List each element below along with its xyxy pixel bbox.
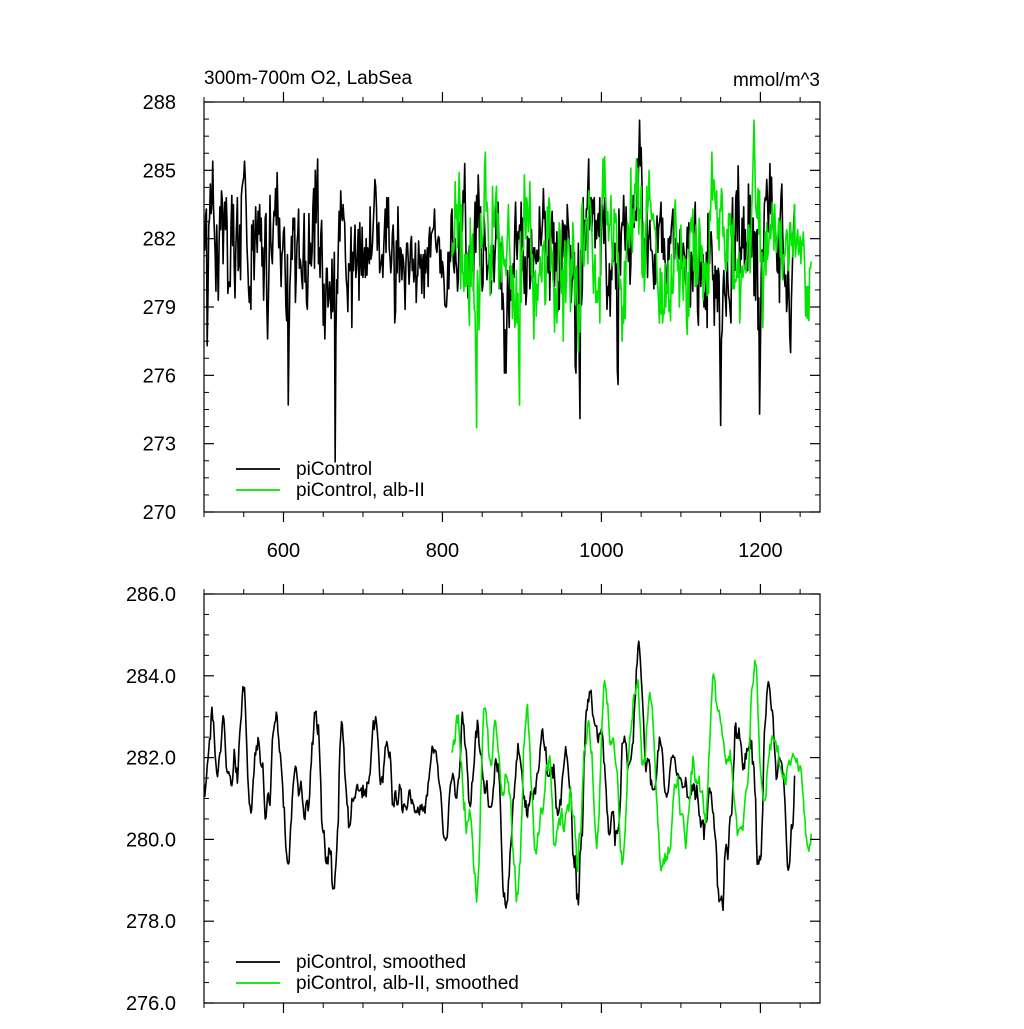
units-label: mmol/m^3 — [733, 70, 820, 91]
x-tick-label: 1000 — [579, 540, 624, 562]
y-tick-label: 282.0 — [126, 748, 176, 770]
y-tick-label: 284.0 — [126, 666, 176, 688]
y-tick-label: 276.0 — [126, 993, 176, 1015]
legend-label: piControl, smoothed — [296, 952, 466, 973]
y-tick-label: 279 — [143, 297, 176, 319]
y-tick-label: 270 — [143, 502, 176, 524]
series-line-0-0 — [204, 119, 796, 463]
x-tick-label: 800 — [426, 540, 459, 562]
legend-label: piControl, alb-II — [296, 480, 425, 501]
chart-title: 300m-700m O2, LabSea — [204, 68, 413, 89]
y-tick-label: 278.0 — [126, 911, 176, 933]
x-tick-label: 600 — [267, 540, 300, 562]
y-tick-label: 285 — [143, 160, 176, 182]
series-line-1-0 — [204, 640, 796, 912]
panel-bottom: 276.0 278.0 280.0 282.0 284.0 286.0 piControl,… — [126, 584, 821, 1015]
y-tick-label: 286.0 — [126, 584, 176, 606]
plot-frame — [203, 593, 821, 1004]
series-line-1-1 — [451, 659, 813, 903]
y-tick-label: 282 — [143, 229, 176, 251]
y-tick-label: 280.0 — [126, 829, 176, 851]
y-tick-label: 273 — [143, 434, 176, 456]
y-tick-label: 276 — [143, 365, 176, 387]
panel-top: 300m-700m O2, LabSea mmol/m^3 270 273 276 2… — [143, 68, 821, 562]
series-line-0-1 — [451, 119, 813, 429]
x-tick-label: 1200 — [738, 540, 783, 562]
legend-label: piControl — [296, 459, 372, 480]
legend-label: piControl, alb-II, smoothed — [296, 973, 519, 994]
y-tick-label: 288 — [143, 92, 176, 114]
